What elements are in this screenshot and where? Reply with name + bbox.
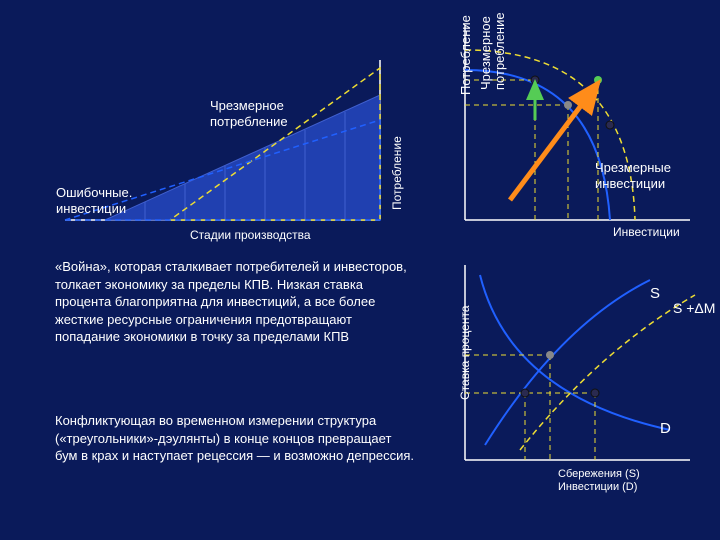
- label-D: D: [660, 420, 671, 438]
- paragraph-2: Конфликтующая во временном измерении стр…: [55, 412, 415, 465]
- label-rate: Ставка процента: [458, 305, 472, 400]
- label-investments: Инвестиции: [613, 225, 680, 239]
- label-si: Сбережения (S)Инвестиции (D): [558, 468, 640, 494]
- label-S: S: [650, 285, 660, 303]
- paragraph-1: «Война», которая сталкивает потребителей…: [55, 258, 415, 346]
- label-over-investments: Чрезмерныеинвестиции: [595, 160, 671, 191]
- label-stages: Стадии производства: [190, 228, 311, 242]
- label-overconsumption-v: Чрезмерноепотребление: [479, 12, 508, 90]
- label-bad-investments: Ошибочные.инвестиции: [56, 185, 132, 216]
- label-SdM: S +ΔM: [673, 300, 715, 317]
- label-consumption-big: Потребление: [458, 15, 473, 95]
- sd-panel: [440, 255, 720, 475]
- label-overconsumption: Чрезмерноепотребление: [210, 98, 288, 129]
- label-consumption-small: Потребление: [390, 136, 404, 210]
